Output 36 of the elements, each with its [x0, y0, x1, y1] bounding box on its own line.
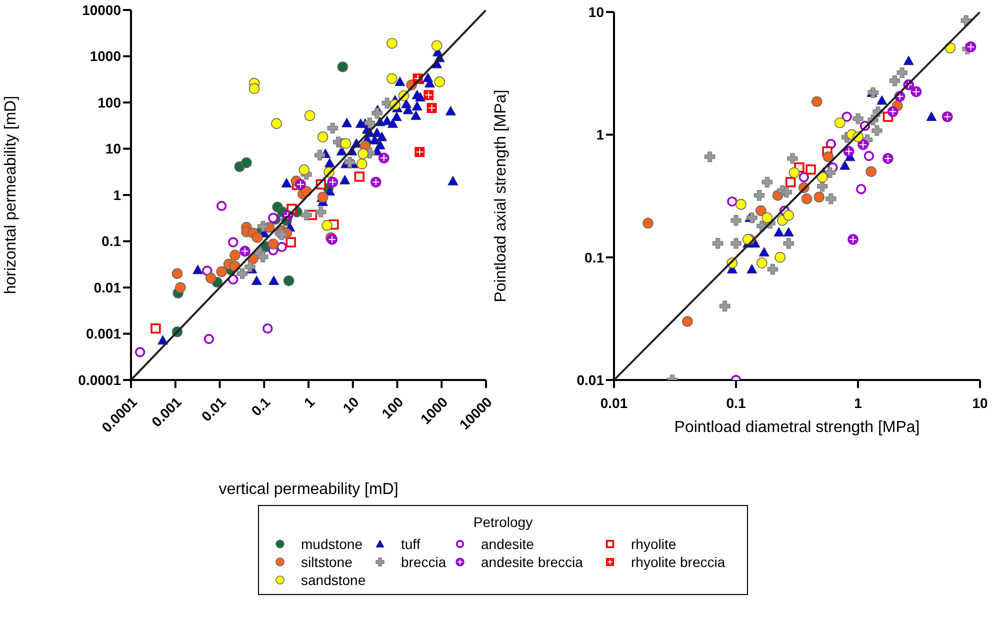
y-tick-label: 10: [105, 140, 122, 157]
legend-label: sandstone: [301, 572, 366, 588]
x-tick-label: 100: [378, 394, 406, 422]
legend-title: Petrology: [472, 514, 534, 530]
legend-label: andesite: [481, 536, 534, 552]
y-tick-label: 0.0001: [78, 372, 122, 388]
y-tick-label: 0.01: [576, 372, 604, 388]
legend-label: breccia: [401, 554, 446, 570]
y-tick-label: 10000: [82, 2, 122, 18]
y-axis-title: Pointload axial strength [MPa]: [492, 90, 510, 302]
x-tick-label: 0.01: [600, 394, 628, 411]
y-tick-label: 0.1: [584, 249, 604, 266]
legend-label: rhyolite breccia: [631, 554, 726, 570]
x-tick-label: 1: [300, 394, 318, 411]
y-axis-title: horizontal permeability [mD]: [2, 96, 20, 294]
y-tick-label: 10: [588, 4, 604, 20]
x-tick-label: 10: [972, 394, 988, 411]
legend-label: andesite breccia: [481, 554, 583, 570]
y-tick-label: 0.1: [102, 233, 122, 250]
y-tick-label: 1: [596, 126, 604, 143]
legend-label: rhyolite: [631, 536, 676, 552]
legend-label: mudstone: [301, 536, 362, 552]
y-tick-label: 0.001: [86, 326, 122, 342]
x-tick-label: 1: [854, 394, 862, 411]
x-axis-title: Pointload diametral strength [MPa]: [674, 419, 920, 436]
x-tick-label: 0.01: [198, 394, 229, 424]
x-tick-label: 0.1: [248, 394, 274, 419]
y-tick-label: 0.01: [94, 279, 122, 296]
x-tick-label: 10: [340, 394, 362, 416]
y-tick-label: 100: [98, 94, 122, 110]
legend-label: tuff: [401, 536, 420, 552]
y-tick-label: 1: [113, 186, 122, 203]
x-tick-label: 0.1: [726, 394, 746, 411]
x-axis-title: vertical permeability [mD]: [218, 481, 398, 498]
legend-label: siltstone: [301, 554, 352, 570]
y-tick-label: 1000: [90, 48, 122, 64]
